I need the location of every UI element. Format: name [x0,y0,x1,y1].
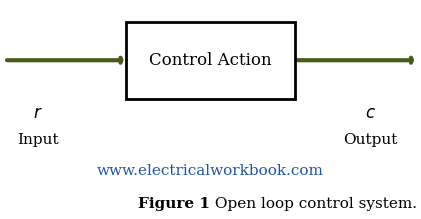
Text: Output: Output [343,133,398,147]
Text: Input: Input [17,133,59,147]
Text: Figure 1: Figure 1 [139,197,210,211]
Text: Control Action: Control Action [149,52,272,69]
Text: $r$: $r$ [33,105,43,122]
Text: Open loop control system.: Open loop control system. [210,197,418,211]
Bar [126,22,295,99]
Text: www.electricalworkbook.com: www.electricalworkbook.com [97,164,324,178]
Text: $c$: $c$ [365,105,376,122]
